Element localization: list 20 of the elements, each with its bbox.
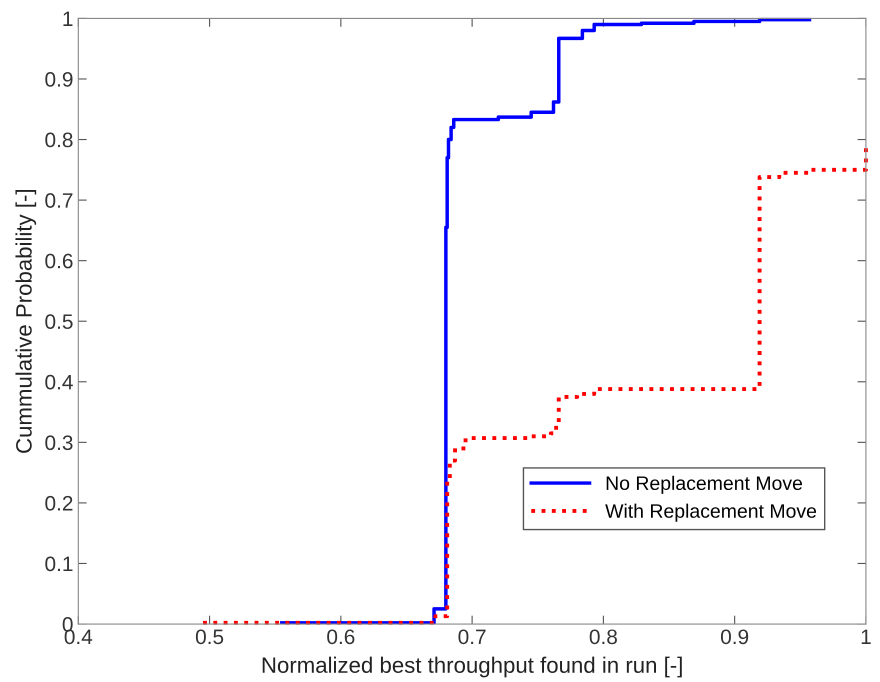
y-tick-label: 0.6 (45, 254, 73, 268)
y-tick-label: 0.5 (45, 314, 73, 329)
y-tick-label: 0.1 (45, 556, 72, 572)
x-tick-label: 0.8 (590, 629, 617, 644)
y-tick-label: 0.9 (45, 72, 72, 87)
x-tick-label: 0.7 (458, 629, 486, 644)
y-tick-label: 1 (63, 12, 72, 26)
x-tick-label: 0.9 (720, 629, 748, 644)
x-tick-label: 1 (862, 630, 871, 644)
y-axis-title: Cummulative Probability [-] (15, 190, 36, 453)
legend-label: No Replacement Move (606, 476, 802, 494)
y-tick-label: 0.8 (45, 132, 73, 148)
y-tick-label: 0.2 (45, 496, 72, 511)
y-tick-label: 0.3 (45, 435, 73, 450)
y-tick-label: 0.4 (45, 374, 73, 390)
x-tick-label: 0.5 (196, 629, 224, 644)
x-tick-label: 0.6 (327, 629, 354, 644)
x-axis-title: Normalized best throughput found in run [-] (262, 656, 682, 678)
y-tick-label: 0.7 (45, 193, 72, 208)
legend-label: With Replacement Move (605, 504, 816, 522)
